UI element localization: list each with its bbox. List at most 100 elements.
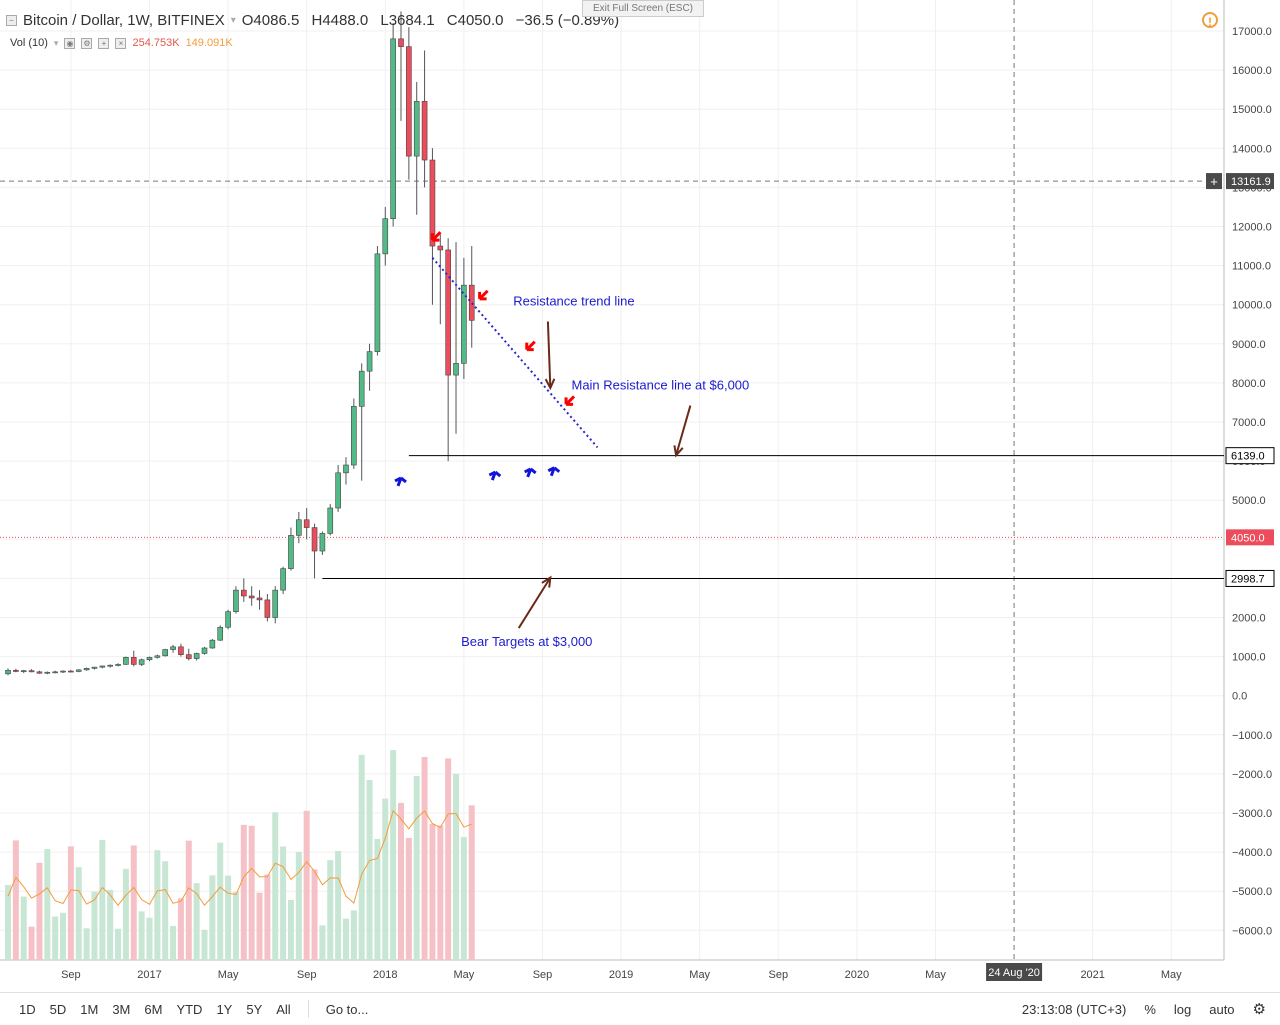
resistance-trend-line[interactable]: [431, 257, 599, 449]
candle[interactable]: [429, 159, 436, 247]
candle[interactable]: [256, 597, 263, 601]
candle[interactable]: [406, 46, 412, 157]
collapse-icon[interactable]: −: [6, 15, 17, 26]
add-icon[interactable]: +: [98, 37, 110, 49]
range-1y-button[interactable]: 1Y: [216, 1001, 233, 1017]
clock-timezone[interactable]: 23:13:08 (UTC+3): [1021, 1001, 1127, 1017]
candle[interactable]: [170, 646, 176, 650]
candle[interactable]: [44, 671, 51, 674]
candle[interactable]: [130, 657, 137, 665]
blue-arrow-icon: [488, 470, 502, 481]
volume-bar: [327, 860, 334, 960]
candle[interactable]: [335, 472, 341, 509]
log-scale-button[interactable]: log: [1173, 1001, 1192, 1017]
remove-icon[interactable]: ×: [115, 37, 127, 49]
candle[interactable]: [13, 669, 19, 672]
candle[interactable]: [201, 647, 208, 654]
crosshair-date-label: 24 Aug '20: [988, 967, 1040, 979]
candle[interactable]: [68, 670, 74, 673]
candle[interactable]: [437, 245, 444, 251]
red-arrow-icon: [430, 231, 442, 242]
range-5y-button[interactable]: 5Y: [246, 1001, 263, 1017]
settings-icon[interactable]: ⚙: [81, 37, 93, 49]
candle[interactable]: [225, 611, 231, 628]
price-chart[interactable]: −6000.0−5000.0−4000.0−3000.0−2000.0−1000…: [0, 0, 1280, 992]
candle[interactable]: [358, 370, 365, 407]
warning-icon[interactable]: !: [1202, 12, 1218, 29]
candle[interactable]: [99, 665, 106, 668]
candle[interactable]: [193, 653, 200, 659]
candle[interactable]: [382, 218, 389, 255]
candle[interactable]: [319, 533, 326, 552]
candle[interactable]: [413, 101, 420, 157]
auto-scale-button[interactable]: auto: [1209, 1001, 1235, 1017]
range-all-button[interactable]: All: [276, 1001, 291, 1017]
candle[interactable]: [154, 655, 161, 658]
candle[interactable]: [36, 671, 43, 674]
volume-bar: [272, 812, 279, 960]
candle[interactable]: [366, 351, 373, 372]
blue-arrow-icon: [394, 476, 407, 487]
candle[interactable]: [343, 464, 349, 474]
candle[interactable]: [241, 589, 247, 597]
candle[interactable]: [178, 646, 184, 655]
range-3m-button[interactable]: 3M: [112, 1001, 131, 1017]
volume-bar: [5, 885, 11, 960]
candle[interactable]: [327, 507, 334, 534]
candle[interactable]: [233, 589, 239, 612]
add-alert-icon[interactable]: [1206, 173, 1222, 190]
symbol-dropdown-icon[interactable]: ▾: [230, 15, 236, 26]
candle[interactable]: [374, 253, 381, 352]
candle[interactable]: [162, 649, 168, 657]
candle[interactable]: [445, 249, 451, 376]
volume-bar: [154, 850, 161, 960]
candle[interactable]: [91, 666, 98, 669]
range-5d-button[interactable]: 5D: [49, 1001, 67, 1017]
candle[interactable]: [398, 38, 404, 47]
red-arrow-icon: [478, 289, 489, 301]
volume-bar: [209, 875, 216, 960]
symbol-title[interactable]: Bitcoin / Dollar, 1W, BITFINEX: [23, 12, 225, 29]
candle[interactable]: [421, 101, 428, 161]
candle[interactable]: [20, 670, 27, 672]
candle[interactable]: [351, 406, 357, 466]
candle[interactable]: [138, 659, 145, 665]
candle[interactable]: [453, 363, 459, 376]
candle[interactable]: [28, 670, 35, 673]
volume-dropdown-icon[interactable]: ▾: [53, 37, 59, 48]
gear-icon[interactable]: ⚙: [1252, 1001, 1266, 1018]
candle[interactable]: [217, 626, 224, 641]
candle[interactable]: [83, 668, 90, 671]
candle[interactable]: [5, 669, 11, 675]
candle[interactable]: [468, 284, 475, 321]
candle[interactable]: [115, 664, 121, 666]
volume-label[interactable]: Vol (10): [10, 37, 48, 49]
candle[interactable]: [248, 595, 255, 599]
candle[interactable]: [185, 654, 192, 659]
range-1m-button[interactable]: 1M: [80, 1001, 99, 1017]
candle[interactable]: [390, 38, 396, 219]
candle[interactable]: [288, 535, 294, 569]
candle[interactable]: [209, 639, 216, 649]
candle[interactable]: [60, 670, 66, 673]
percent-scale-button[interactable]: %: [1144, 1001, 1156, 1017]
candle[interactable]: [52, 671, 58, 674]
candle[interactable]: [296, 519, 302, 536]
goto-button[interactable]: Go to...: [325, 1001, 369, 1017]
candle[interactable]: [272, 589, 279, 618]
visibility-icon[interactable]: ◉: [64, 37, 76, 49]
candle[interactable]: [280, 568, 286, 591]
range-1d-button[interactable]: 1D: [19, 1001, 36, 1017]
candle[interactable]: [311, 527, 318, 552]
range-6m-button[interactable]: 6M: [144, 1001, 163, 1017]
candle[interactable]: [75, 669, 82, 672]
y-tick-label: 17000.0: [1232, 26, 1272, 38]
candle[interactable]: [264, 599, 271, 618]
range-ytd-button[interactable]: YTD: [176, 1001, 203, 1017]
candle[interactable]: [303, 519, 310, 528]
candle[interactable]: [123, 657, 129, 665]
candle[interactable]: [107, 664, 113, 667]
candle[interactable]: [461, 284, 467, 364]
candle[interactable]: [146, 657, 153, 661]
exit-fullscreen-button[interactable]: Exit Full Screen (ESC): [582, 0, 704, 17]
